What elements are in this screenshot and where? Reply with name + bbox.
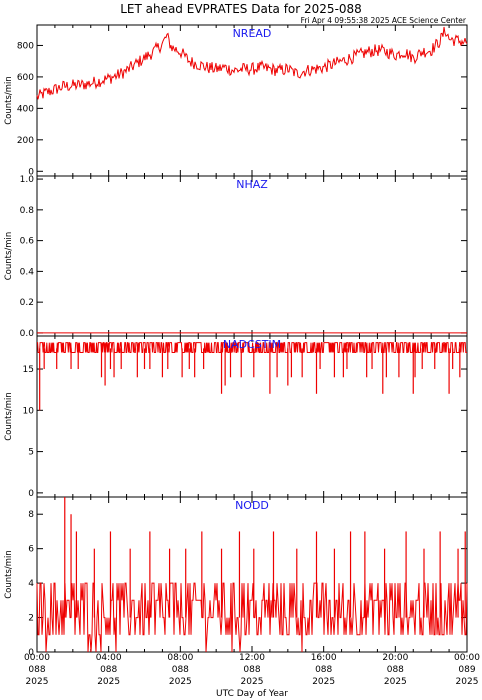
- x-tick-label-day: 088: [28, 665, 45, 675]
- y-tick-label: 800: [17, 41, 34, 51]
- x-tick-label-time: 08:00: [167, 653, 193, 663]
- y-tick-label: 15: [23, 365, 34, 375]
- plot-frame-nread: [36, 24, 468, 177]
- y-axis-label: Counts/min: [4, 232, 14, 281]
- panel-label: NODD: [235, 499, 269, 512]
- x-tick-label-day: 089: [458, 665, 475, 675]
- y-tick-label: 0.2: [20, 298, 34, 308]
- panel-label: NADCSTIM: [223, 338, 281, 351]
- x-axis: 00:00 088 2025 04:00 088 2025 08:00 088 2025 12:0…: [24, 653, 480, 687]
- y-axis-label: Counts/min: [4, 392, 14, 441]
- y-tick-label: 0: [28, 648, 34, 658]
- y-tick-label: 0: [28, 489, 34, 499]
- y-tick-label: 0.4: [20, 267, 35, 277]
- x-tick-label-time: 12:00: [239, 653, 265, 663]
- series-line-nadcstim: [37, 342, 467, 353]
- x-tick-label-time: 00:00: [24, 653, 50, 663]
- panel-label: NREAD: [233, 27, 272, 40]
- x-tick-label-day: 088: [243, 665, 260, 675]
- y-tick-label: 2: [28, 614, 34, 624]
- x-tick-label-time: 04:00: [96, 653, 122, 663]
- x-tick-label-time: 16:00: [311, 653, 337, 663]
- y-tick-label: 6: [28, 545, 34, 555]
- x-tick-label-year: 2025: [384, 677, 407, 687]
- x-tick-label-day: 088: [100, 665, 117, 675]
- panel-nread: 0 200 400 600 800 Counts/min NREAD: [4, 24, 468, 177]
- y-tick-label: 5: [28, 448, 34, 458]
- x-tick-label-year: 2025: [241, 677, 264, 687]
- panel-nadcstim: 0 5 10 15 Counts/min NADCSTIM: [4, 335, 468, 499]
- x-tick-label-time: 00:00: [454, 653, 480, 663]
- y-tick-label: 0: [28, 167, 34, 177]
- x-tick-label-time: 20:00: [382, 653, 408, 663]
- x-tick-label-year: 2025: [456, 677, 479, 687]
- series-line-nread: [36, 26, 468, 100]
- y-axis-label: Counts/min: [4, 76, 14, 125]
- y-tick-label: 8: [28, 510, 34, 520]
- series-line-nodd: [36, 582, 468, 653]
- panel-nodd: 0 2 4 6 8 Counts/min NODD: [4, 496, 468, 658]
- x-tick-label-day: 088: [387, 665, 404, 675]
- x-tick-label-day: 088: [315, 665, 332, 675]
- y-tick-label: 0.0: [20, 329, 35, 339]
- y-tick-label: 0.8: [20, 206, 35, 216]
- y-tick-label: 400: [17, 104, 34, 114]
- panels: 0200400600800Counts/minNREAD0.00.20.40.6…: [4, 24, 468, 658]
- y-axis-label: Counts/min: [4, 550, 14, 599]
- y-tick-label: 10: [23, 406, 35, 416]
- y-tick-label: 1.0: [20, 175, 35, 185]
- chart-title: LET ahead EVPRATES Data for 2025-088: [120, 2, 362, 16]
- y-tick-label: 4: [28, 579, 34, 589]
- y-tick-label: 200: [17, 136, 34, 146]
- x-axis-label: UTC Day of Year: [216, 689, 288, 699]
- y-tick-label: 0.6: [20, 237, 35, 247]
- panel-nhaz: 0.0 0.2 0.4 0.6 0.8 1.0 Counts/min NHAZ: [4, 175, 468, 339]
- x-tick-label-day: 088: [172, 665, 189, 675]
- panel-label: NHAZ: [236, 178, 268, 191]
- x-tick-label-year: 2025: [97, 677, 120, 687]
- x-tick-label-year: 2025: [169, 677, 192, 687]
- x-tick-label-year: 2025: [312, 677, 335, 687]
- plot-frame-nhaz: [36, 175, 468, 337]
- y-tick-label: 600: [17, 73, 34, 83]
- timestamp-label: Fri Apr 4 09:55:38 2025 ACE Science Cent…: [301, 16, 467, 25]
- x-tick-label-year: 2025: [26, 677, 49, 687]
